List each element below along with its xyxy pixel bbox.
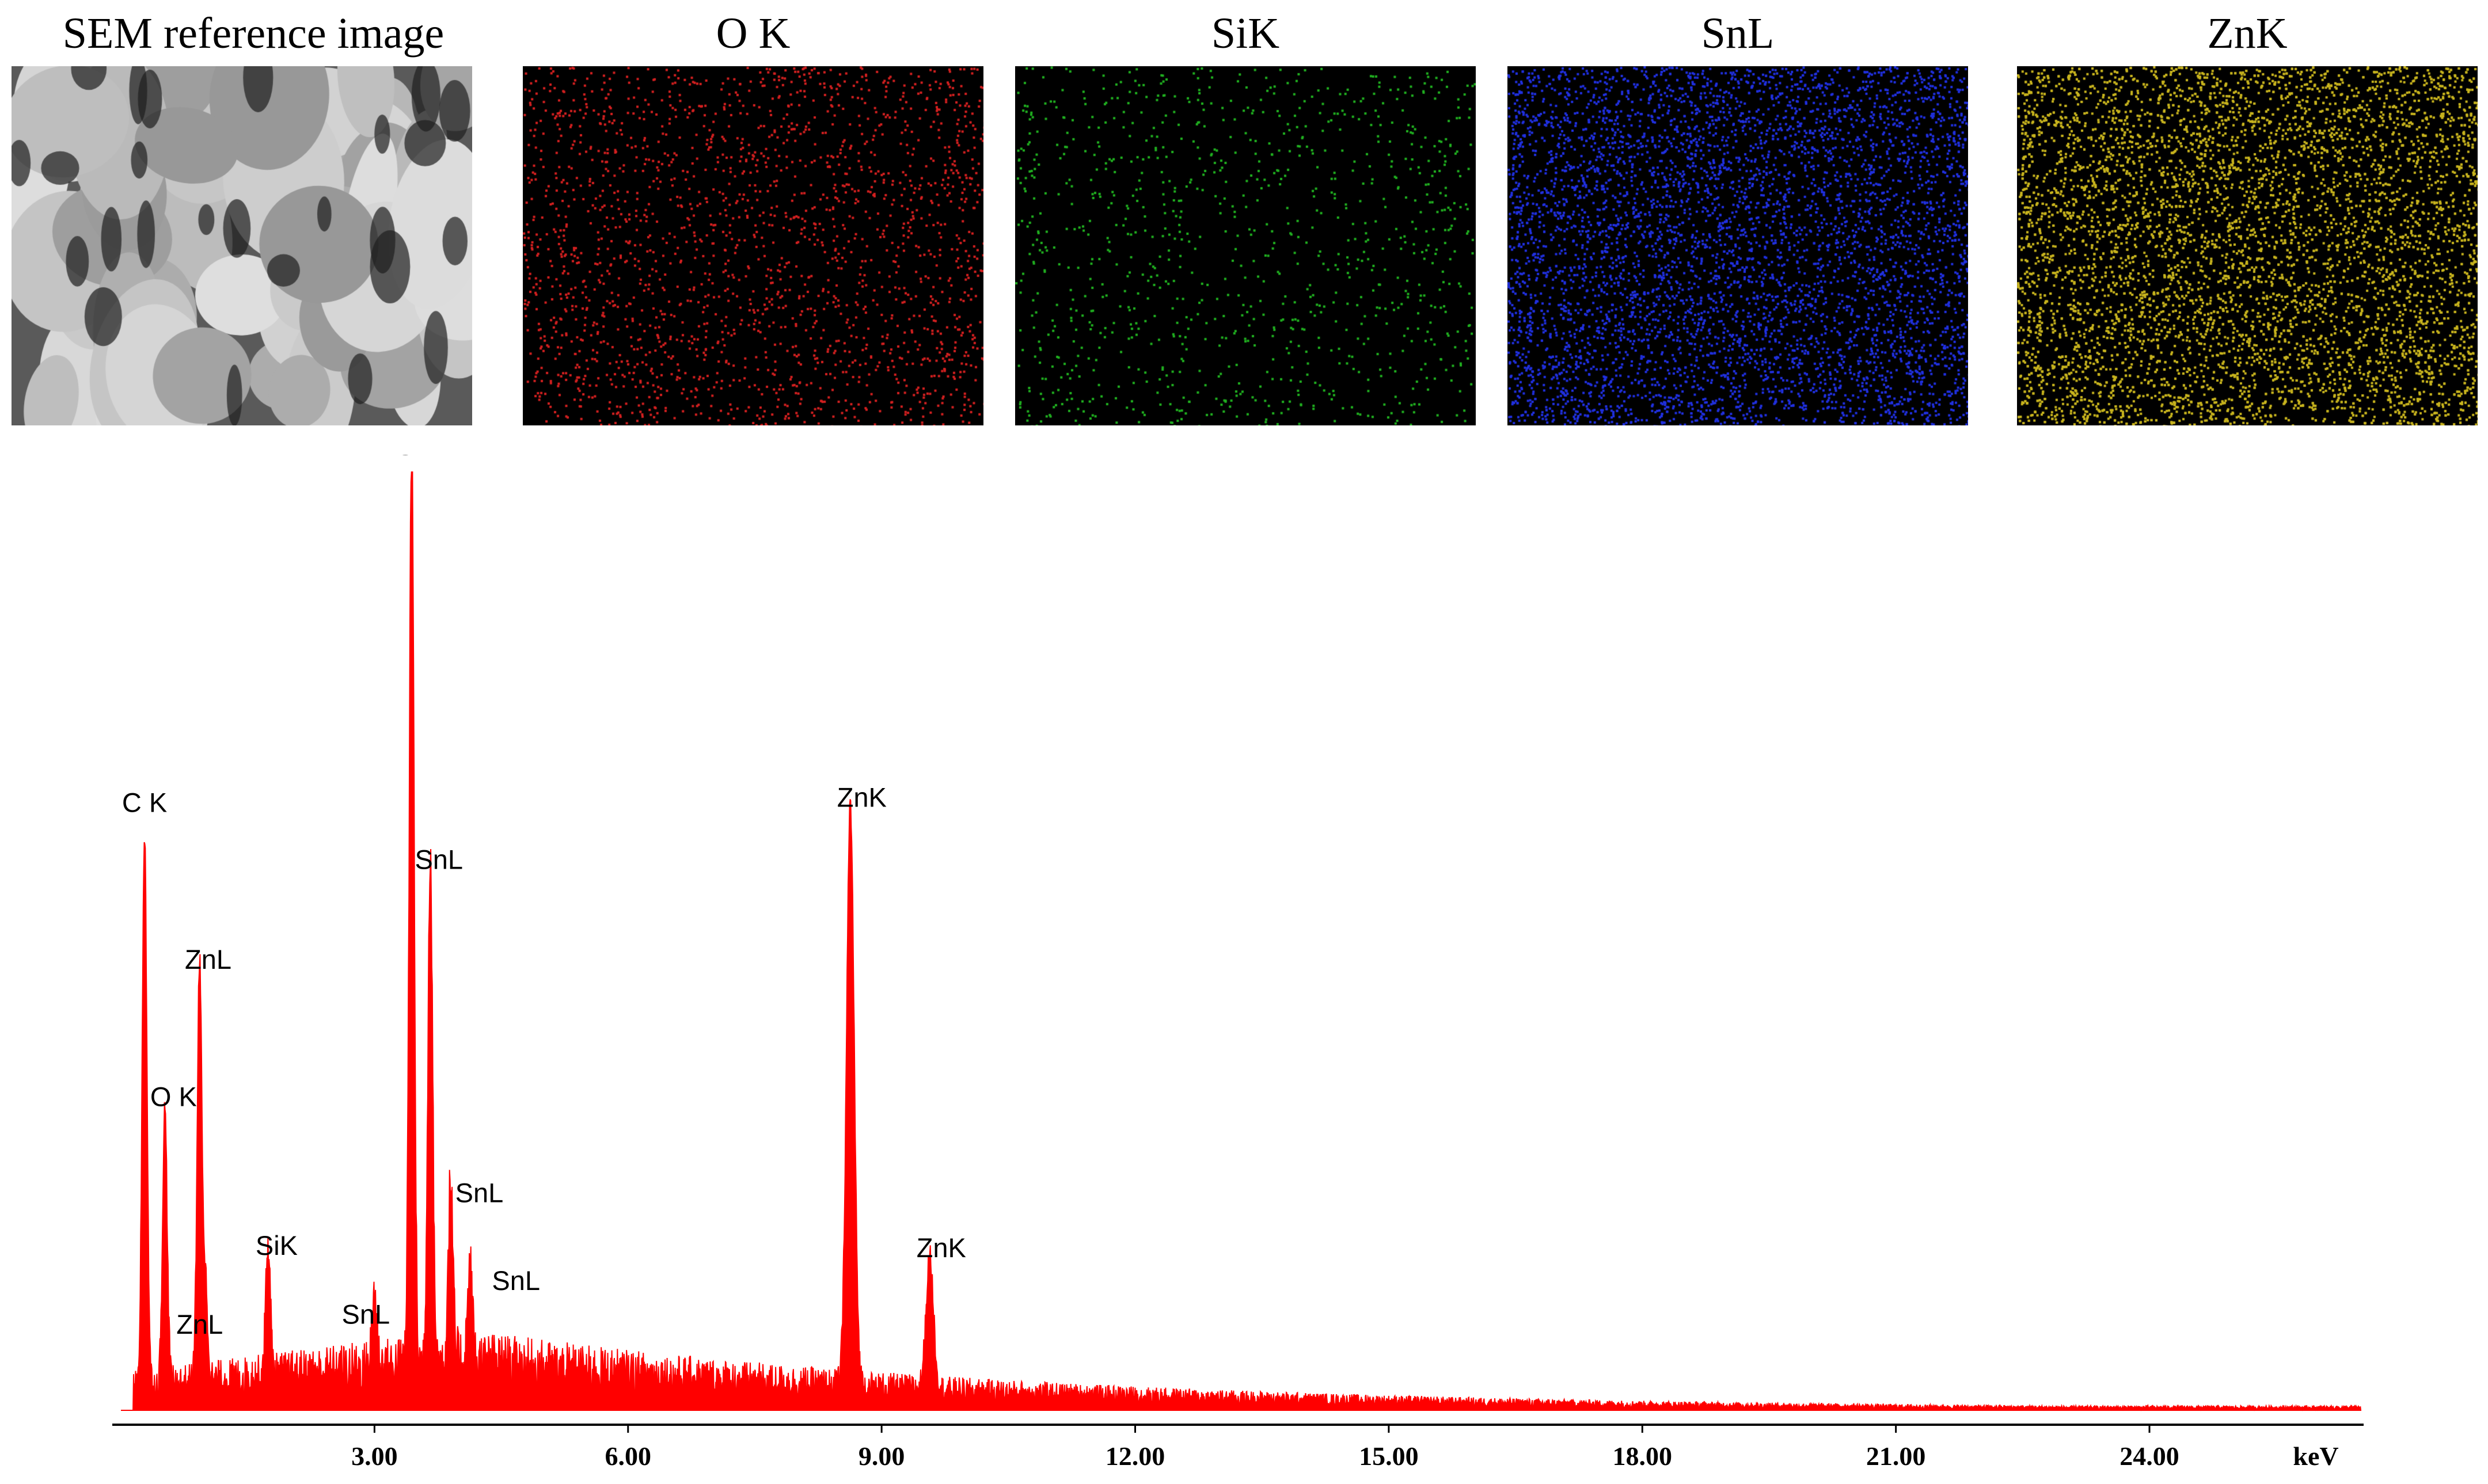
panel-title-0: SEM reference image	[62, 9, 445, 58]
x-axis-unit-label: keV	[2293, 1441, 2338, 1471]
peak-label: ZnL	[185, 944, 231, 975]
peak-label: SnL	[342, 1299, 390, 1330]
x-tick-label: 6.00	[605, 1441, 652, 1471]
panel-title-4: ZnK	[2207, 9, 2288, 58]
x-axis-ticks: 3.00 6.00 9.00 12.00 15.00 18.00 21.00 24.00 keV	[351, 1425, 2339, 1471]
peak-label: SnL	[455, 1177, 504, 1208]
peak-label: SnL	[415, 844, 463, 875]
x-tick-label: 21.00	[1866, 1441, 1926, 1471]
x-tick-label: 24.00	[2119, 1441, 2179, 1471]
panel-title-1: O K	[716, 9, 791, 58]
sem-reference-image	[12, 66, 472, 425]
element-map-2	[1015, 66, 1476, 425]
element-map-1	[523, 66, 983, 425]
peak-label: SiK	[256, 1230, 298, 1261]
peak-labels: C K O K ZnL ZnL SiK SnL SnL SnL SnL SnL ZnK ZnK	[122, 455, 966, 1340]
x-tick-label: 9.00	[859, 1441, 905, 1471]
peak-label: SnL	[492, 1265, 540, 1296]
x-tick-label: 15.00	[1359, 1441, 1419, 1471]
x-tick-label: 3.00	[351, 1441, 398, 1471]
element-map-4	[2017, 66, 2478, 425]
x-tick-label: 12.00	[1106, 1441, 1165, 1471]
x-tick-label: 18.00	[1613, 1441, 1673, 1471]
peak-label: C K	[122, 787, 167, 817]
panel-title-3: SnL	[1701, 9, 1775, 58]
peak-label: SnL	[396, 455, 445, 461]
peak-label: O K	[150, 1081, 197, 1112]
peak-label: ZnL	[176, 1309, 223, 1340]
panel-title-2: SiK	[1211, 9, 1280, 58]
spectrum-trace	[121, 471, 2362, 1411]
eds-spectrum-chart: 3.00 6.00 9.00 12.00 15.00 18.00 21.00 24.00 keV…	[112, 455, 2364, 1471]
peak-label: ZnK	[837, 782, 887, 812]
peak-label: ZnK	[917, 1232, 966, 1263]
element-map-3	[1507, 66, 1968, 425]
